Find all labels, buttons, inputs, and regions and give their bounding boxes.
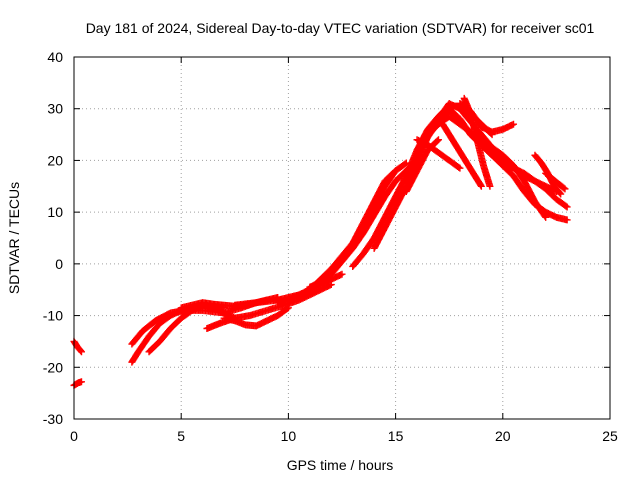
x-tick-label: 5: [177, 428, 185, 444]
series-track-o: [402, 136, 442, 195]
series-track-x: [542, 169, 569, 193]
y-tick-label: -30: [43, 411, 63, 427]
x-tick-label: 25: [602, 428, 618, 444]
data-point-marker: [560, 184, 568, 192]
data-point-marker: [556, 189, 564, 197]
y-tick-label: -10: [43, 308, 63, 324]
data-point-marker: [78, 348, 86, 356]
data-point-marker: [283, 305, 291, 313]
series-track-v: [439, 120, 485, 190]
data-point-marker: [456, 164, 464, 172]
data-point-marker: [392, 167, 400, 175]
data-point-marker: [563, 203, 571, 211]
series-track-h: [220, 304, 292, 330]
y-tick-label: 40: [47, 49, 63, 65]
series-track-l: [327, 167, 400, 273]
y-tick-label: -20: [43, 359, 63, 375]
y-tick-label: 10: [47, 204, 63, 220]
y-axis-label: SDTVAR / TECUs: [6, 182, 22, 294]
series-track-a: [70, 337, 86, 356]
data-points: [70, 94, 571, 389]
grid: [74, 57, 610, 419]
data-point-marker: [557, 190, 565, 198]
x-tick-label: 0: [70, 428, 78, 444]
y-tick-label: 30: [47, 101, 63, 117]
data-point-marker: [486, 182, 494, 190]
x-tick-label: 15: [388, 428, 404, 444]
data-point-marker: [401, 160, 409, 168]
data-point-marker: [78, 378, 86, 386]
series-track-e: [145, 301, 239, 356]
data-point-marker: [510, 120, 518, 128]
y-tick-label: 0: [55, 256, 63, 272]
data-point-marker: [433, 137, 441, 145]
plot-frame: [73, 56, 611, 420]
data-point-marker: [391, 168, 399, 176]
x-axis-label: GPS time / hours: [287, 457, 394, 473]
data-point-marker: [561, 185, 569, 193]
data-point-marker: [284, 304, 292, 312]
data-point-marker: [434, 136, 442, 144]
series-track-q: [413, 136, 464, 172]
series-track-b: [70, 378, 86, 389]
data-point-marker: [338, 270, 346, 278]
axes: 0 5 10 15 20 25 -30 -20 -10 0 10 20 30 40: [43, 49, 618, 444]
series-track-j: [274, 159, 410, 307]
data-point-marker: [477, 182, 485, 190]
data-point-marker: [562, 202, 570, 210]
data-point-marker: [77, 347, 85, 355]
data-point-marker: [477, 181, 485, 189]
data-point-marker: [563, 216, 571, 224]
chart-title: Day 181 of 2024, Sidereal Day-to-day VTE…: [86, 20, 595, 36]
data-point-marker: [455, 163, 463, 171]
x-tick-label: 10: [281, 428, 297, 444]
x-tick-label: 20: [495, 428, 511, 444]
series-track-u: [460, 94, 494, 190]
series-track-g: [203, 281, 335, 332]
y-tick-label: 20: [47, 152, 63, 168]
